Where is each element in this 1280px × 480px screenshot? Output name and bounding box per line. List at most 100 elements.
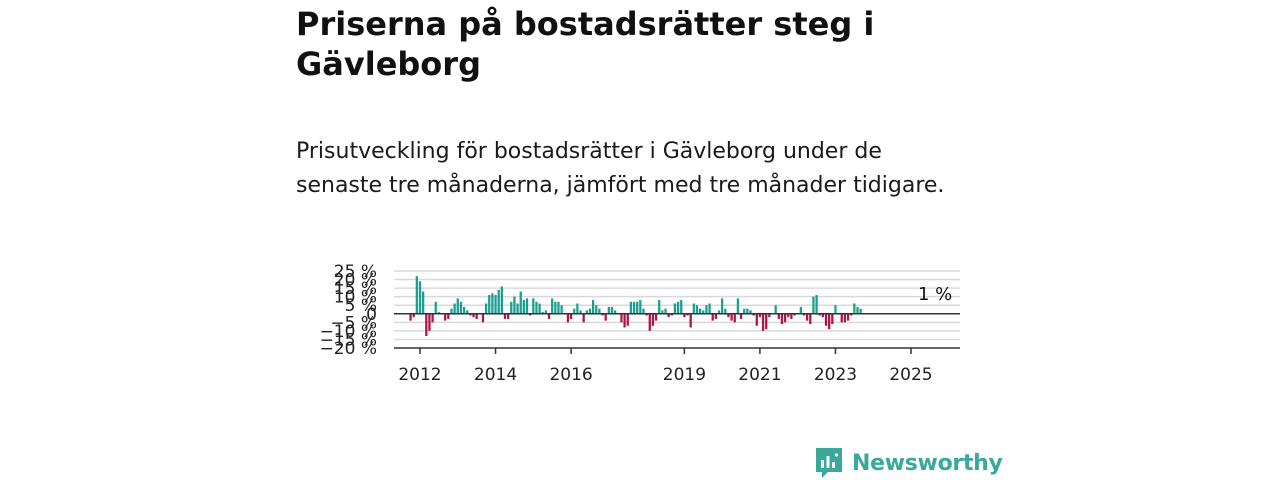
x-tick-label: 2019 — [663, 365, 706, 385]
bar — [783, 313, 787, 323]
x-tick-label: 2016 — [549, 365, 592, 385]
bar — [815, 294, 818, 314]
bar — [843, 313, 847, 323]
bar — [444, 313, 447, 321]
y-tick-label: −20 % — [320, 339, 377, 359]
bar — [743, 308, 746, 314]
x-tick-label: 2014 — [474, 365, 517, 385]
bar — [818, 313, 821, 316]
bar — [667, 313, 670, 318]
bar — [698, 308, 702, 314]
bar — [642, 308, 645, 314]
bar — [453, 303, 456, 314]
bar — [755, 313, 758, 326]
bar — [793, 313, 796, 316]
bar — [846, 313, 850, 321]
bar — [676, 301, 680, 314]
bar — [774, 305, 777, 314]
bar — [437, 312, 441, 314]
brand-logo[interactable]: Newsworthy — [814, 446, 1003, 480]
bar — [462, 306, 466, 314]
bar — [525, 298, 529, 314]
bar — [768, 313, 771, 318]
x-tick-label: 2012 — [398, 365, 441, 385]
bar — [614, 310, 617, 314]
bar — [519, 291, 522, 314]
bar — [639, 300, 642, 314]
bar — [557, 301, 560, 314]
bar — [812, 296, 815, 314]
bar — [632, 301, 636, 314]
bar — [733, 313, 736, 323]
y-tick-label: 5 % — [345, 296, 377, 316]
bar — [513, 296, 516, 314]
bar — [802, 313, 806, 316]
bar — [595, 305, 598, 314]
bar — [469, 313, 472, 316]
axis-labels: 25 %20 %15 %10 %5 %0−5 %−10 %−15 %−20 % 2… — [320, 262, 953, 385]
bar — [547, 313, 551, 319]
bars — [409, 276, 862, 337]
bar — [648, 313, 651, 331]
bar — [787, 313, 790, 318]
x-tick-label: 2021 — [738, 365, 781, 385]
bar — [828, 313, 831, 330]
bar — [654, 313, 658, 321]
bar — [799, 306, 802, 314]
bar — [428, 313, 431, 331]
bar — [472, 313, 475, 318]
latest-value-label: 1 % — [918, 284, 952, 305]
bar — [447, 313, 450, 319]
bar — [739, 313, 743, 319]
chart-subtitle: Prisutveckling för bostadsrätter i Gävle… — [296, 139, 945, 198]
bar — [535, 301, 538, 314]
bar — [746, 308, 749, 314]
bar — [765, 313, 768, 330]
bar — [598, 308, 601, 314]
bar — [730, 313, 733, 321]
bar — [658, 300, 661, 314]
bar — [834, 305, 837, 314]
axes — [394, 313, 960, 354]
bar — [859, 308, 862, 314]
bar — [724, 308, 727, 314]
brand-name: Newsworthy — [852, 450, 1003, 476]
bar — [560, 305, 563, 314]
bar — [588, 308, 592, 314]
bar — [727, 313, 730, 318]
bar — [711, 313, 714, 321]
bar — [670, 313, 673, 316]
bar — [507, 313, 510, 319]
bar — [831, 313, 834, 325]
bar — [434, 301, 437, 314]
y-tick-label: −15 % — [320, 330, 377, 350]
bar — [692, 303, 695, 314]
bar — [576, 303, 579, 314]
bar — [721, 298, 724, 314]
y-tick-label: −10 % — [320, 322, 377, 342]
bar — [601, 313, 604, 316]
y-tick-label: 25 % — [334, 262, 377, 282]
bar — [790, 313, 793, 319]
bar — [494, 294, 497, 314]
bar — [856, 306, 859, 314]
bar — [749, 310, 752, 314]
bar — [758, 313, 762, 318]
bar — [853, 303, 856, 314]
x-tick-label: 2025 — [889, 365, 932, 385]
bar — [425, 313, 428, 337]
bar — [610, 306, 614, 314]
y-tick-label: 10 % — [334, 288, 377, 308]
bar — [481, 313, 485, 323]
bar — [661, 310, 664, 314]
bar — [529, 313, 532, 316]
bar — [680, 300, 683, 314]
bar — [673, 303, 677, 314]
bar — [809, 313, 812, 325]
bar — [689, 313, 692, 328]
y-tick-label: −5 % — [330, 313, 377, 333]
bar — [636, 301, 639, 314]
y-tick-label: 0 — [366, 305, 377, 325]
bar — [623, 313, 626, 328]
bar — [544, 310, 548, 314]
